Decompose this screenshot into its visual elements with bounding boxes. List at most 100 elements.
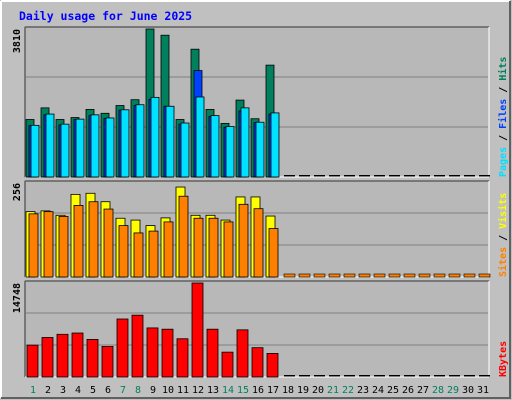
sites-bar xyxy=(28,213,39,278)
day-label: 22 xyxy=(342,385,354,396)
sites-bar xyxy=(223,221,234,278)
day-label: 8 xyxy=(135,385,141,396)
kbytes-bar xyxy=(221,351,234,378)
day-label: 25 xyxy=(387,385,399,396)
sites-bar xyxy=(103,208,114,278)
panel-middle: 256 Sites / Visits xyxy=(12,180,509,278)
empty-day-marker xyxy=(343,273,356,278)
panel-bottom: 14748 KBytes xyxy=(12,280,509,378)
empty-day-marker xyxy=(388,273,401,278)
kbytes-bar xyxy=(131,314,144,378)
empty-day-marker xyxy=(328,273,341,278)
kbytes-bar xyxy=(161,328,174,378)
kbytes-bar xyxy=(56,333,69,378)
pages-bar xyxy=(60,123,70,178)
day-label: 11 xyxy=(177,385,189,396)
legend-entry: / xyxy=(498,81,509,99)
empty-day-marker xyxy=(389,375,400,377)
day-label: 28 xyxy=(432,385,444,396)
legend-bottom: KBytes xyxy=(498,341,509,377)
legend-entry: Files xyxy=(497,99,509,129)
sites-bar xyxy=(118,225,129,278)
kbytes-bar xyxy=(266,353,279,378)
pages-bar xyxy=(90,114,100,178)
day-label: 6 xyxy=(105,385,111,396)
pages-bar xyxy=(225,126,235,178)
pages-bar xyxy=(120,109,130,178)
sites-bar xyxy=(133,232,144,278)
day-label: 3 xyxy=(60,385,66,396)
day-label: 26 xyxy=(402,385,414,396)
sites-bar xyxy=(58,216,69,278)
empty-day-marker xyxy=(373,273,386,278)
day-label: 14 xyxy=(222,385,234,396)
panel-top: 3810 Pages / Files / Hits xyxy=(12,26,509,178)
kbytes-bar xyxy=(101,346,114,378)
empty-day-marker xyxy=(329,375,340,377)
day-label: 12 xyxy=(192,385,204,396)
legend-entry: / xyxy=(498,229,509,247)
kbytes-bar xyxy=(176,338,189,378)
sites-bar xyxy=(73,204,84,278)
day-label: 1 xyxy=(30,385,36,396)
empty-day-marker xyxy=(284,375,295,377)
sites-bar xyxy=(148,230,159,278)
empty-day-marker xyxy=(359,175,370,177)
empty-day-marker xyxy=(403,273,416,278)
empty-day-marker xyxy=(329,175,340,177)
empty-day-marker xyxy=(299,375,310,377)
chart-panels: 3810 Pages / Files / Hits 256 Sites / Visit… xyxy=(12,26,509,378)
empty-day-marker xyxy=(449,175,460,177)
empty-day-marker xyxy=(404,175,415,177)
empty-day-marker xyxy=(284,175,295,177)
sites-bar xyxy=(178,195,189,278)
empty-day-marker xyxy=(298,273,311,278)
empty-day-marker xyxy=(449,375,460,377)
sites-bar xyxy=(163,221,174,278)
kbytes-bar xyxy=(116,318,129,378)
kbytes-bar xyxy=(206,328,219,378)
empty-day-marker xyxy=(374,375,385,377)
kbytes-bar xyxy=(86,338,99,378)
sites-bar xyxy=(208,217,219,278)
pages-bar xyxy=(195,96,205,178)
legend-top: Pages / Files / Hits xyxy=(497,57,509,177)
pages-bar xyxy=(45,113,55,178)
empty-day-marker xyxy=(478,273,491,278)
pages-bar xyxy=(180,122,190,178)
legend-entry: Hits xyxy=(497,57,509,81)
pages-bar xyxy=(270,112,280,178)
pages-bar xyxy=(165,105,175,178)
day-axis-labels: 1 2 3 4 5 6 7 8 9 10 11 12 13 14 15 16 17 18 19 20 21 22 23 24 2… xyxy=(30,385,489,396)
day-label: 2 xyxy=(45,385,51,396)
empty-day-marker xyxy=(419,175,430,177)
kbytes-bar xyxy=(71,332,84,378)
day-label: 10 xyxy=(162,385,174,396)
day-label: 29 xyxy=(447,385,459,396)
empty-day-marker xyxy=(448,273,461,278)
sites-bar xyxy=(253,208,264,278)
sites-bar xyxy=(268,228,279,278)
kbytes-bar xyxy=(41,337,54,378)
empty-day-marker xyxy=(404,375,415,377)
day-label: 30 xyxy=(462,385,474,396)
y-max-label: 3810 xyxy=(12,29,23,53)
empty-day-marker xyxy=(314,175,325,177)
kbytes-bar xyxy=(236,329,249,378)
empty-day-marker xyxy=(358,273,371,278)
kbytes-bar xyxy=(191,282,204,378)
sites-bar xyxy=(193,217,204,278)
day-label: 13 xyxy=(207,385,219,396)
y-max-label: 256 xyxy=(12,183,23,201)
day-label: 19 xyxy=(297,385,309,396)
day-label: 27 xyxy=(417,385,429,396)
y-max-label: 14748 xyxy=(12,283,23,313)
legend-entry: / xyxy=(498,129,509,147)
empty-day-marker xyxy=(464,375,475,377)
empty-day-marker xyxy=(359,375,370,377)
kbytes-bar xyxy=(251,347,264,378)
empty-day-marker xyxy=(433,273,446,278)
day-label: 23 xyxy=(357,385,369,396)
pages-bar xyxy=(30,124,40,178)
pages-bar xyxy=(150,96,160,178)
